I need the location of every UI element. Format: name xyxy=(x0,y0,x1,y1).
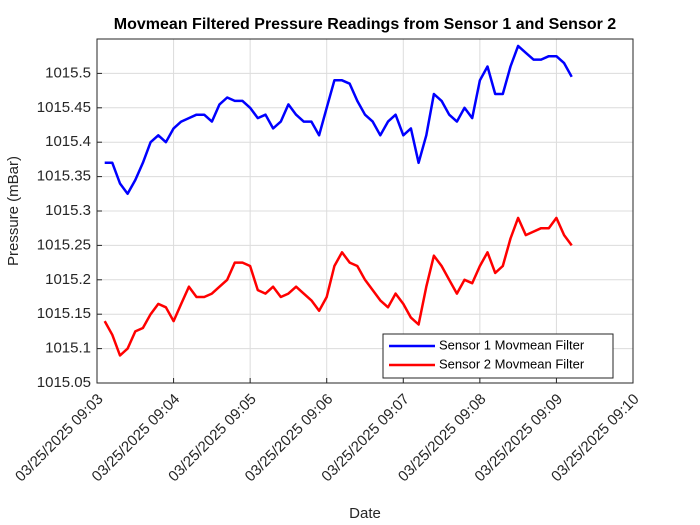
legend-label: Sensor 2 Movmean Filter xyxy=(439,356,585,371)
legend-label: Sensor 1 Movmean Filter xyxy=(439,337,585,352)
plot-frame xyxy=(96,38,634,384)
x-axis-label: Date xyxy=(349,505,381,522)
y-tick-label: 1015.2 xyxy=(45,271,91,288)
y-tick-label: 1015.35 xyxy=(37,168,91,185)
legend: Sensor 1 Movmean Filter Sensor 2 Movmean … xyxy=(382,333,614,379)
y-tick-label: 1015.25 xyxy=(37,236,91,253)
y-tick-label: 1015.4 xyxy=(45,133,91,150)
y-axis-label: Pressure (mBar) xyxy=(5,156,22,266)
data-line xyxy=(103,216,573,357)
y-tick-label: 1015.1 xyxy=(45,340,91,357)
y-tick-label: 1015.05 xyxy=(37,374,91,391)
chart-title: Movmean Filtered Pressure Readings from … xyxy=(114,16,616,33)
y-tick-label: 1015.3 xyxy=(45,202,91,219)
y-tick-label: 1015.45 xyxy=(37,99,91,116)
legend-box xyxy=(382,333,614,379)
y-tick-label: 1015.15 xyxy=(37,305,91,322)
y-tick-label: 1015.5 xyxy=(45,64,91,81)
data-line xyxy=(104,44,573,196)
